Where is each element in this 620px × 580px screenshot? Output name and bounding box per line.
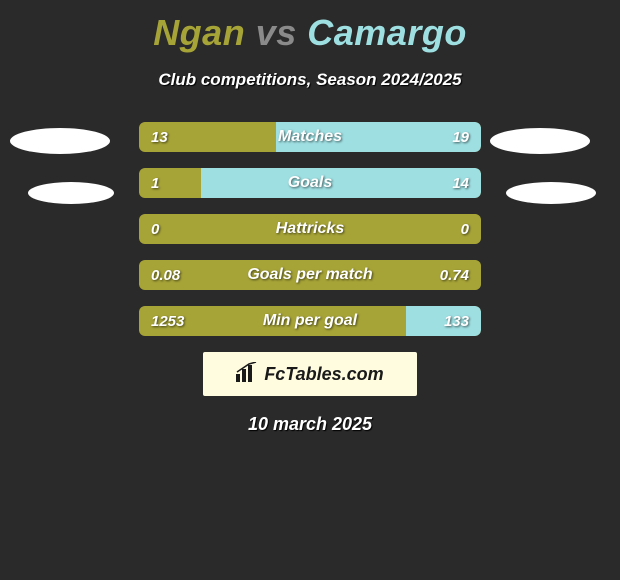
stat-label: Min per goal bbox=[139, 306, 481, 336]
branding-badge: FcTables.com bbox=[203, 352, 417, 396]
player2-name: Camargo bbox=[307, 12, 467, 53]
vs-text: vs bbox=[256, 12, 297, 53]
stat-label: Goals bbox=[139, 168, 481, 198]
stat-label: Goals per match bbox=[139, 260, 481, 290]
stat-label: Matches bbox=[139, 122, 481, 152]
chart-bars-icon bbox=[236, 362, 258, 387]
player1-name: Ngan bbox=[153, 12, 245, 53]
stat-row: 1319Matches bbox=[139, 122, 481, 152]
stat-row: 00Hattricks bbox=[139, 214, 481, 244]
chart-area: 1319Matches 114Goals 00Hattricks 0.080.74Go… bbox=[0, 122, 620, 336]
date-label: 10 march 2025 bbox=[0, 414, 620, 435]
comparison-title: Ngan vs Camargo bbox=[0, 0, 620, 54]
branding-text: FcTables.com bbox=[264, 364, 383, 385]
subtitle: Club competitions, Season 2024/2025 bbox=[0, 70, 620, 90]
player-badge-ellipse bbox=[506, 182, 596, 204]
stat-row: 0.080.74Goals per match bbox=[139, 260, 481, 290]
stat-rows: 1319Matches 114Goals 00Hattricks 0.080.74Go… bbox=[139, 122, 481, 336]
stat-row: 1253133Min per goal bbox=[139, 306, 481, 336]
stat-row: 114Goals bbox=[139, 168, 481, 198]
player-badge-ellipse bbox=[490, 128, 590, 154]
player-badge-ellipse bbox=[28, 182, 114, 204]
stat-label: Hattricks bbox=[139, 214, 481, 244]
player-badge-ellipse bbox=[10, 128, 110, 154]
